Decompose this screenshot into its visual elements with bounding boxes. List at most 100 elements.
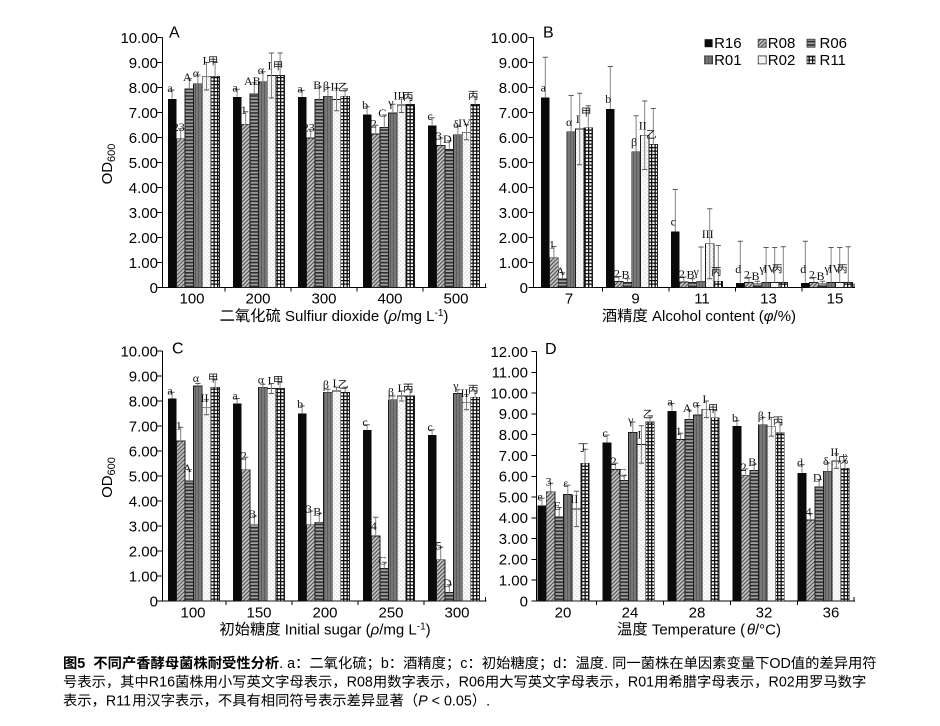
svg-text:0: 0 <box>520 280 528 297</box>
svg-text:1: 1 <box>241 103 247 117</box>
svg-text:2.00: 2.00 <box>499 230 528 247</box>
svg-text:β: β <box>323 377 329 391</box>
svg-text:b: b <box>605 92 611 106</box>
svg-text:γ: γ <box>452 379 459 393</box>
svg-text:4.00: 4.00 <box>499 180 528 197</box>
svg-text:1.00: 1.00 <box>129 568 158 585</box>
svg-text:4: 4 <box>371 519 377 533</box>
svg-text:10.00: 10.00 <box>490 30 528 47</box>
svg-text:a: a <box>167 383 173 397</box>
svg-text:II: II <box>201 391 209 405</box>
svg-text:B: B <box>816 269 824 283</box>
svg-text:.: . <box>604 656 608 672</box>
svg-text:a: a <box>232 80 238 94</box>
svg-text:C: C <box>378 553 386 567</box>
svg-text:Alcohol content (: Alcohol content ( <box>652 308 764 325</box>
svg-text:R11: R11 <box>820 52 846 69</box>
svg-text:2: 2 <box>614 267 620 281</box>
svg-text:3.00: 3.00 <box>499 205 528 222</box>
svg-text:7.00: 7.00 <box>499 105 528 122</box>
svg-text:I: I <box>333 376 337 390</box>
svg-text:ε: ε <box>563 476 568 490</box>
svg-text:2: 2 <box>371 116 377 130</box>
svg-text:β: β <box>388 385 394 399</box>
svg-text:10.00: 10.00 <box>490 385 528 402</box>
svg-text:d: d <box>735 262 741 276</box>
svg-text:γ: γ <box>627 413 634 427</box>
svg-text:Initial sugar (: Initial sugar ( <box>285 622 371 639</box>
svg-text:c: c <box>460 656 467 672</box>
svg-text:d: d <box>553 656 561 672</box>
svg-text:9.00: 9.00 <box>129 55 158 72</box>
svg-text:R08: R08 <box>768 35 796 52</box>
svg-text:< 0.05: < 0.05 <box>432 693 472 709</box>
svg-text:0: 0 <box>520 593 528 610</box>
svg-text:1: 1 <box>549 238 555 252</box>
svg-text:1: 1 <box>676 424 682 438</box>
svg-text:II: II <box>570 492 578 506</box>
svg-text:c: c <box>671 215 676 229</box>
svg-text:IV: IV <box>763 262 776 276</box>
svg-text:R02: R02 <box>768 52 796 69</box>
svg-text:α: α <box>193 371 200 385</box>
svg-text:IV: IV <box>828 262 841 276</box>
svg-text:7.00: 7.00 <box>129 105 158 122</box>
svg-text:8.00: 8.00 <box>499 80 528 97</box>
svg-text:R01: R01 <box>714 52 742 69</box>
svg-text:II: II <box>461 386 469 400</box>
svg-text:D: D <box>443 132 452 146</box>
svg-text:δ: δ <box>823 454 829 468</box>
svg-text:B: B <box>748 455 756 469</box>
svg-text:1: 1 <box>176 418 182 432</box>
svg-text:OD: OD <box>769 656 790 672</box>
svg-text:A: A <box>183 70 192 84</box>
svg-text:I: I <box>398 381 402 395</box>
svg-text:): ) <box>426 622 431 639</box>
svg-text:I: I <box>637 427 641 441</box>
svg-text:3: 3 <box>306 502 312 516</box>
svg-text:5.00: 5.00 <box>499 489 528 506</box>
svg-text:5.00: 5.00 <box>499 155 528 172</box>
svg-text:γ: γ <box>387 95 394 109</box>
svg-text:1.00: 1.00 <box>499 255 528 272</box>
svg-text:11.00: 11.00 <box>492 365 528 382</box>
svg-text:D: D <box>813 470 822 484</box>
svg-text:5: 5 <box>77 656 85 672</box>
svg-text:γ: γ <box>823 262 830 276</box>
svg-text:2: 2 <box>679 267 685 281</box>
svg-text:α: α <box>258 63 265 77</box>
svg-text:200: 200 <box>245 291 270 308</box>
svg-text:10.00: 10.00 <box>120 343 158 360</box>
svg-text:c: c <box>602 426 607 440</box>
svg-text:0: 0 <box>150 593 158 610</box>
svg-text:C: C <box>618 465 626 479</box>
svg-text:300: 300 <box>444 605 469 622</box>
svg-text:ρ: ρ <box>370 622 380 639</box>
svg-text:B: B <box>686 268 694 282</box>
svg-text:R11: R11 <box>106 693 131 709</box>
svg-text:Temperature (: Temperature ( <box>652 622 745 639</box>
svg-text:4.00: 4.00 <box>129 493 158 510</box>
svg-text:-1: -1 <box>417 622 426 633</box>
svg-text:b: b <box>732 411 738 425</box>
svg-text:b: b <box>362 98 368 112</box>
svg-text:B: B <box>313 78 321 92</box>
svg-text:R08: R08 <box>347 675 373 691</box>
svg-text:a: a <box>541 80 547 94</box>
svg-text:E: E <box>554 498 561 512</box>
svg-text:500: 500 <box>443 291 468 308</box>
svg-text:100: 100 <box>180 605 205 622</box>
svg-text:. a: . a <box>279 656 295 672</box>
svg-text:d: d <box>797 456 803 470</box>
svg-text:.: . <box>486 693 490 709</box>
svg-text:β: β <box>323 79 329 93</box>
svg-text:b: b <box>297 397 303 411</box>
svg-text:III: III <box>702 227 714 241</box>
svg-text:400: 400 <box>377 291 402 308</box>
svg-text:200: 200 <box>312 605 337 622</box>
svg-text:9.00: 9.00 <box>129 368 158 385</box>
svg-text:6.00: 6.00 <box>129 443 158 460</box>
svg-text:B: B <box>543 25 554 42</box>
svg-text:7.00: 7.00 <box>499 448 528 465</box>
svg-text:B: B <box>751 269 759 283</box>
